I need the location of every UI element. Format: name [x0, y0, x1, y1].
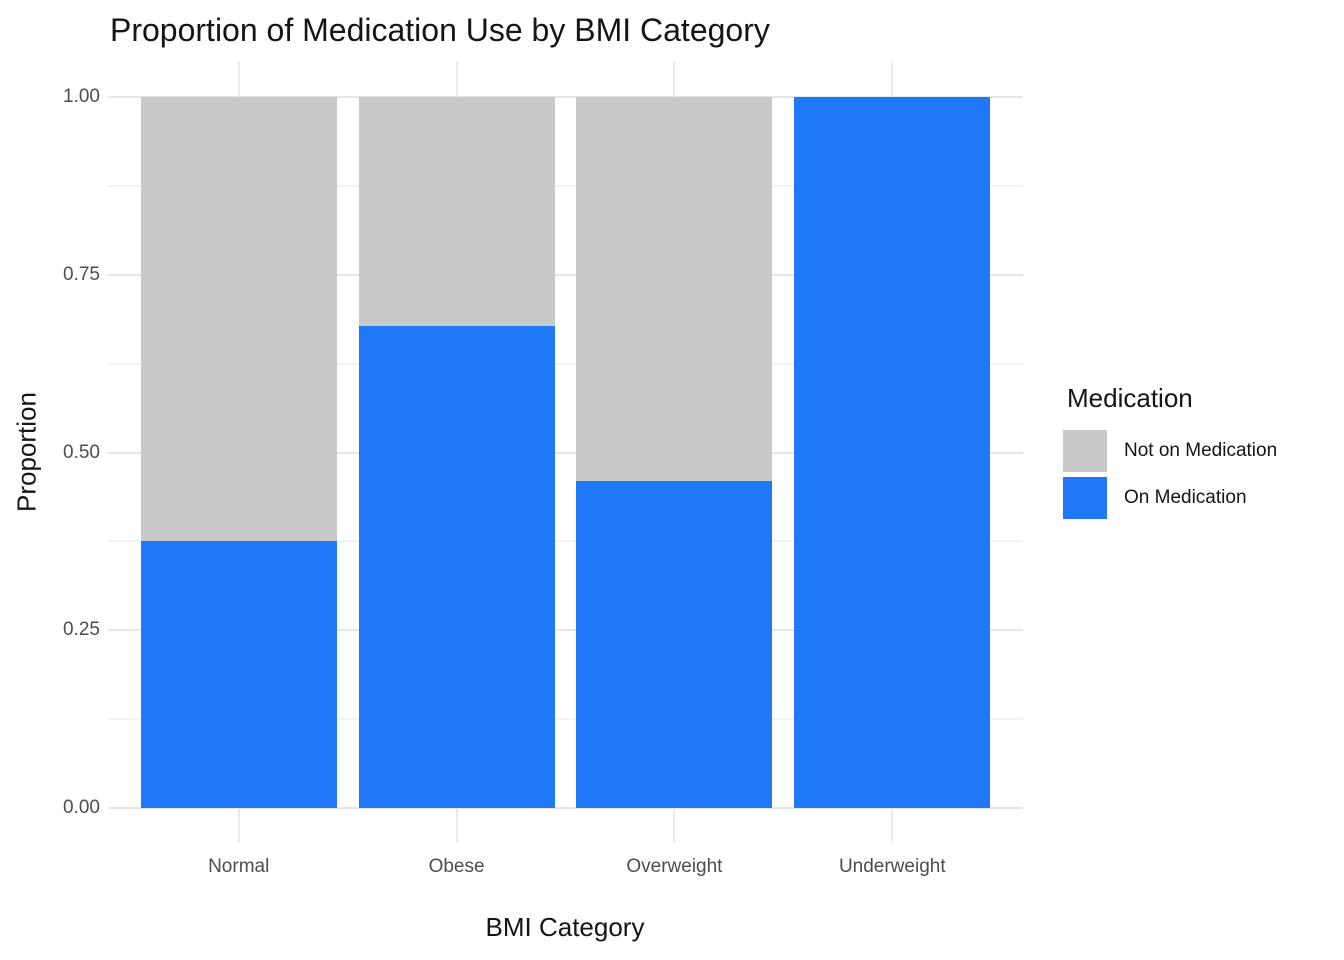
grid-line-major — [108, 629, 1023, 632]
legend: Medication Not on Medication On Medicatio… — [1063, 383, 1277, 524]
bar-segment-on-medication — [140, 541, 337, 808]
chart-title: Proportion of Medication Use by BMI Cate… — [110, 12, 770, 48]
legend-item: On Medication — [1063, 477, 1277, 519]
legend-swatch — [1063, 430, 1107, 472]
legend-item: Not on Medication — [1063, 430, 1277, 472]
bar-segment-on-medication — [576, 480, 773, 808]
bar-segment-not-on-medication — [576, 97, 773, 481]
y-tick-label: 0.00 — [63, 797, 100, 818]
legend-label: On Medication — [1124, 487, 1247, 508]
grid-line-minor — [108, 540, 1023, 543]
grid-line-major — [108, 273, 1023, 276]
grid-line-major — [108, 807, 1023, 809]
y-tick-label: 0.75 — [63, 263, 100, 285]
legend-title: Medication — [1067, 383, 1193, 413]
x-tick-label: Normal — [208, 856, 270, 877]
grid-line-major — [108, 96, 1023, 98]
legend-swatch — [1063, 477, 1107, 519]
legend-label: Not on Medication — [1124, 440, 1278, 461]
grid-line-minor — [108, 718, 1023, 721]
plot-panel — [108, 61, 1023, 843]
x-tick-label: Obese — [428, 856, 485, 877]
bar-segment-on-medication — [794, 97, 991, 808]
legend-items: Not on Medication On Medication — [1063, 430, 1277, 519]
bar-segment-not-on-medication — [358, 97, 555, 326]
x-tick-label: Overweight — [626, 856, 723, 877]
bar-segment-not-on-medication — [140, 97, 337, 542]
bar-segment-on-medication — [358, 325, 555, 808]
grid-line-minor — [108, 184, 1023, 187]
grid-line-major — [108, 451, 1023, 454]
y-tick-label: 1.00 — [63, 86, 100, 107]
y-tick-label: 0.50 — [63, 441, 100, 463]
x-tick-label: Underweight — [838, 856, 946, 877]
y-tick-label: 0.25 — [63, 619, 100, 641]
grid-line-minor — [108, 362, 1023, 365]
x-axis-title: BMI Category — [485, 912, 645, 942]
